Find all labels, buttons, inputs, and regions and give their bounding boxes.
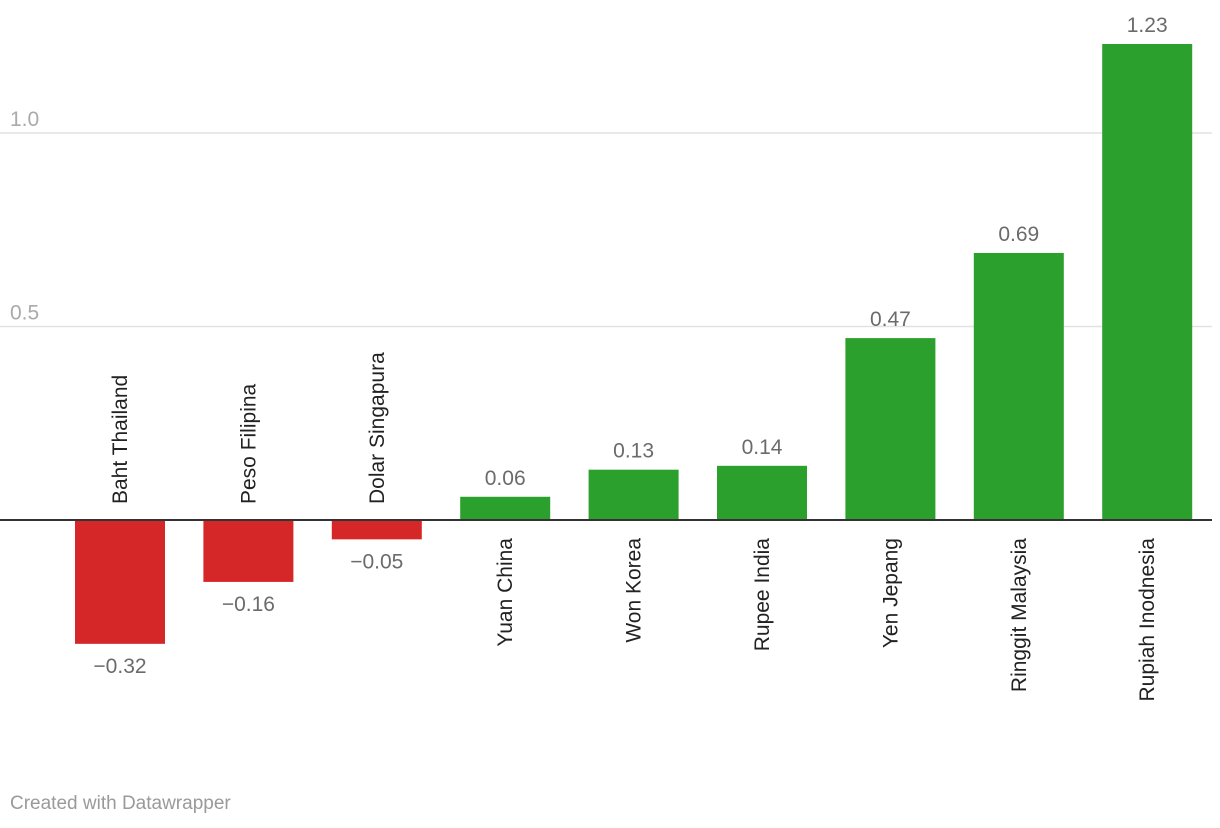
category-label: Rupee India	[751, 538, 774, 652]
bar-chart: 0.5 1.0 −0.32 Baht Thailand −0.16 Peso Filipi…	[0, 14, 1212, 701]
value-label: 0.13	[613, 440, 654, 463]
bar	[973, 252, 1064, 520]
bar	[460, 496, 551, 520]
category-label: Dolar Singapura	[366, 352, 389, 504]
credit-footer: Created with Datawrapper	[10, 793, 231, 814]
category-label: Baht Thailand	[109, 375, 132, 504]
category-label: Rupiah Inodnesia	[1136, 538, 1159, 702]
category-label: Yuan China	[494, 538, 517, 647]
value-label: −0.16	[222, 593, 275, 616]
category-label: Yen Jepang	[879, 538, 902, 648]
bars	[75, 43, 1193, 644]
bar	[203, 520, 294, 582]
bar	[1102, 43, 1193, 521]
bar	[588, 469, 679, 520]
value-label: 0.14	[742, 436, 783, 459]
y-tick-label: 0.5	[10, 302, 39, 325]
value-label: 0.06	[485, 467, 526, 490]
value-label: −0.32	[93, 655, 146, 678]
bar	[717, 465, 807, 520]
category-label: Ringgit Malaysia	[1008, 538, 1031, 692]
bar	[331, 520, 422, 540]
labels: 0.5 1.0 −0.32 Baht Thailand −0.16 Peso Filipi…	[10, 14, 1168, 701]
y-tick-label: 1.0	[10, 108, 39, 131]
value-label: 0.47	[870, 308, 911, 331]
value-label: 1.23	[1127, 14, 1168, 37]
category-label: Won Korea	[623, 538, 646, 643]
value-label: −0.05	[350, 550, 403, 573]
bar	[75, 520, 165, 644]
category-label: Peso Filipina	[237, 383, 260, 504]
bar	[845, 338, 936, 520]
value-label: 0.69	[998, 223, 1039, 246]
